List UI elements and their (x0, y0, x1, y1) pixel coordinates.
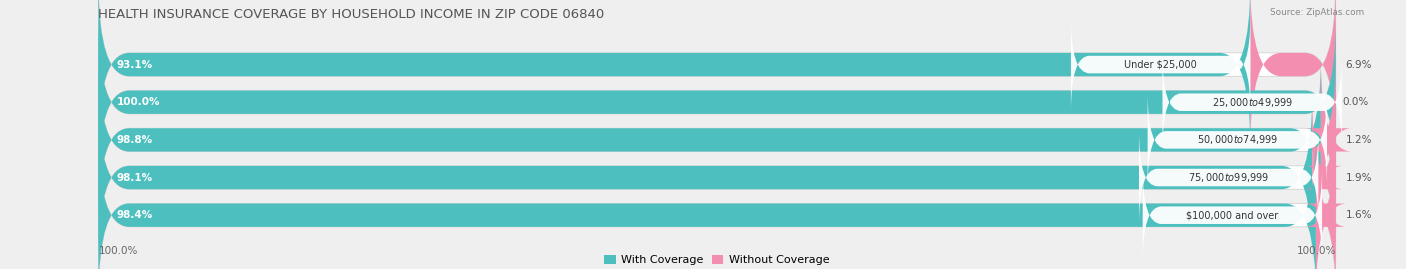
FancyBboxPatch shape (98, 133, 1316, 269)
Text: $25,000 to $49,999: $25,000 to $49,999 (1212, 96, 1292, 109)
Text: 1.9%: 1.9% (1346, 172, 1372, 183)
FancyBboxPatch shape (98, 0, 1336, 147)
Text: 98.4%: 98.4% (117, 210, 153, 220)
FancyBboxPatch shape (1139, 130, 1319, 225)
Legend: With Coverage, Without Coverage: With Coverage, Without Coverage (600, 251, 834, 269)
Text: 100.0%: 100.0% (117, 97, 160, 107)
FancyBboxPatch shape (98, 95, 1312, 260)
Text: 100.0%: 100.0% (1296, 246, 1336, 256)
FancyBboxPatch shape (98, 0, 1250, 147)
Text: 98.8%: 98.8% (117, 135, 153, 145)
FancyBboxPatch shape (1147, 92, 1327, 187)
FancyBboxPatch shape (1305, 57, 1351, 222)
FancyBboxPatch shape (1143, 168, 1322, 263)
Text: $75,000 to $99,999: $75,000 to $99,999 (1188, 171, 1270, 184)
Text: Under $25,000: Under $25,000 (1125, 59, 1197, 70)
FancyBboxPatch shape (1163, 55, 1341, 150)
Text: $50,000 to $74,999: $50,000 to $74,999 (1197, 133, 1278, 146)
Text: $100,000 and over: $100,000 and over (1187, 210, 1278, 220)
FancyBboxPatch shape (98, 20, 1336, 185)
FancyBboxPatch shape (98, 95, 1336, 260)
FancyBboxPatch shape (1071, 17, 1250, 112)
Text: 1.6%: 1.6% (1346, 210, 1372, 220)
FancyBboxPatch shape (98, 57, 1320, 222)
Text: 6.9%: 6.9% (1346, 59, 1372, 70)
Text: HEALTH INSURANCE COVERAGE BY HOUSEHOLD INCOME IN ZIP CODE 06840: HEALTH INSURANCE COVERAGE BY HOUSEHOLD I… (98, 8, 605, 21)
FancyBboxPatch shape (98, 20, 1336, 185)
Text: Source: ZipAtlas.com: Source: ZipAtlas.com (1270, 8, 1364, 17)
FancyBboxPatch shape (1250, 0, 1336, 147)
Text: 0.0%: 0.0% (1341, 97, 1368, 107)
FancyBboxPatch shape (98, 133, 1336, 269)
FancyBboxPatch shape (1305, 95, 1343, 260)
Text: 98.1%: 98.1% (117, 172, 153, 183)
FancyBboxPatch shape (1305, 133, 1347, 269)
Text: 93.1%: 93.1% (117, 59, 153, 70)
FancyBboxPatch shape (98, 57, 1336, 222)
Text: 100.0%: 100.0% (98, 246, 138, 256)
Text: 1.2%: 1.2% (1346, 135, 1372, 145)
